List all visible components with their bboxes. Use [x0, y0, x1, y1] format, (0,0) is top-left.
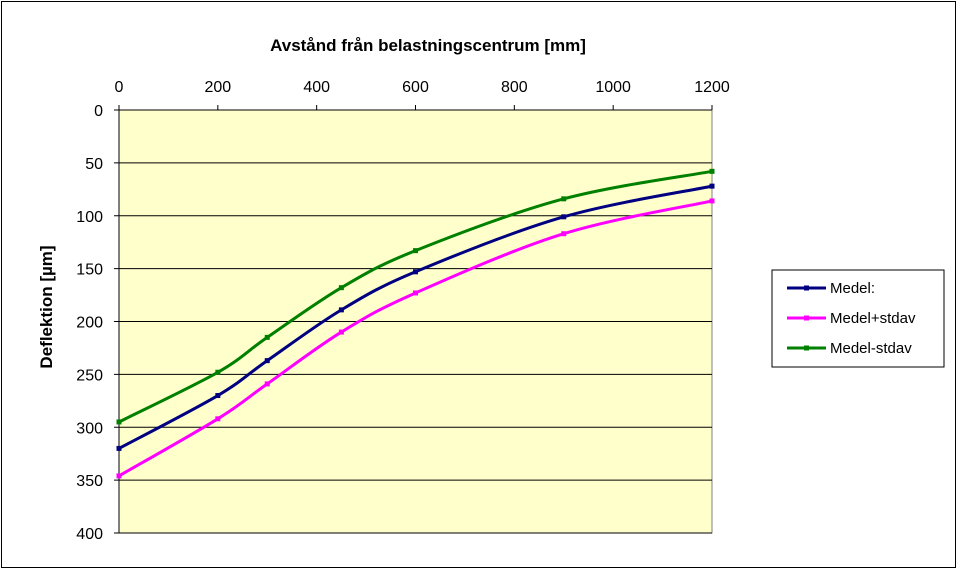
data-point-1-450 — [338, 307, 344, 313]
data-point-3-300 — [264, 334, 270, 340]
y-tick-label-200: 200 — [76, 315, 103, 332]
data-point-3-1200 — [709, 168, 715, 174]
y-tick-label-50: 50 — [85, 156, 103, 173]
data-point-3-900 — [561, 196, 567, 202]
legend-marker-2 — [804, 315, 809, 321]
data-point-3-450 — [338, 285, 344, 291]
data-point-2-0 — [116, 473, 122, 479]
data-point-2-300 — [264, 381, 270, 387]
legend-label-3: Medel-stdav — [830, 340, 912, 357]
x-tick-label-400: 400 — [303, 79, 330, 96]
chart-title: Avstånd från belastningscentrum [mm] — [270, 36, 586, 55]
series-3 — [116, 168, 715, 425]
data-point-2-600 — [413, 290, 418, 296]
data-point-1-600 — [413, 269, 418, 275]
y-tick-label-350: 350 — [76, 473, 103, 490]
legend-label-2: Medel+stdav — [830, 310, 916, 327]
series-2 — [116, 198, 715, 479]
y-tick-label-100: 100 — [76, 209, 103, 226]
series-1 — [116, 183, 715, 451]
series-lines — [116, 168, 715, 479]
data-point-1-200 — [215, 393, 221, 399]
data-point-2-1200 — [709, 198, 715, 204]
y-axis-label: Deflektion [µm] — [37, 245, 56, 368]
x-tick-label-1000: 1000 — [595, 79, 631, 96]
data-point-2-200 — [215, 416, 221, 422]
x-tick-label-200: 200 — [204, 79, 231, 96]
y-tick-label-300: 300 — [76, 420, 103, 437]
data-point-1-0 — [116, 445, 122, 451]
x-tick-label-600: 600 — [402, 79, 429, 96]
data-point-1-300 — [264, 358, 270, 364]
x-tick-label-1200: 1200 — [694, 79, 730, 96]
data-point-3-200 — [215, 369, 221, 375]
x-tick-label-0: 0 — [115, 79, 124, 96]
x-tick-label-800: 800 — [501, 79, 528, 96]
data-point-3-600 — [413, 248, 418, 254]
data-point-1-900 — [561, 214, 567, 220]
legend-entries: Medel: Medel+stdav Medel-stdav — [787, 280, 916, 357]
y-tick-label-400: 400 — [76, 526, 103, 543]
data-point-3-0 — [116, 419, 122, 425]
data-point-1-1200 — [709, 183, 715, 189]
axes: 0 200 400 600 800 1000 1200 0 50 100 150 200 250 300 3… — [76, 79, 730, 543]
legend-marker-3 — [804, 345, 809, 351]
y-tick-label-150: 150 — [76, 262, 103, 279]
y-tick-label-250: 250 — [76, 367, 103, 384]
legend-label-1: Medel: — [830, 280, 875, 297]
data-point-2-450 — [338, 329, 344, 335]
y-tick-label-0: 0 — [94, 103, 103, 120]
data-point-2-900 — [561, 231, 567, 237]
legend-marker-1 — [804, 285, 809, 291]
